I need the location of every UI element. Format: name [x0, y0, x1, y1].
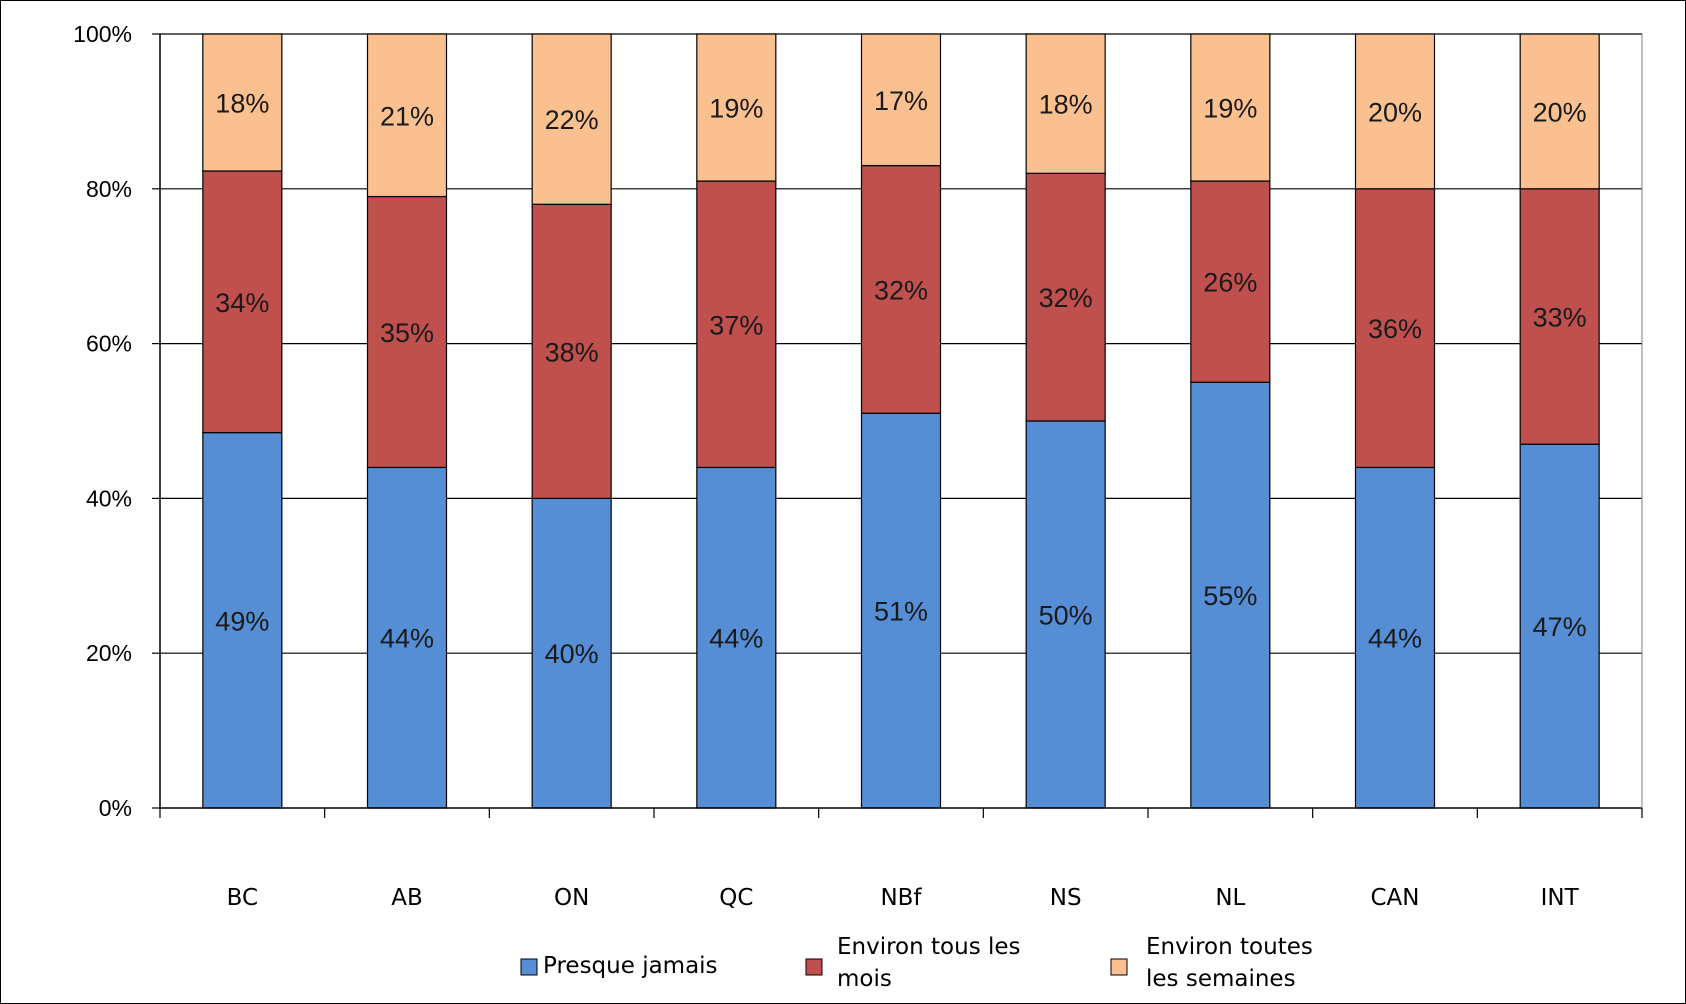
data-labels: 49% 34% 18% 44% 35% 21% 40% 38% 22% 44% 37% 19% 51% 3…	[215, 86, 1586, 669]
bar-segment	[202, 33, 283, 172]
data-label: 18%	[1039, 90, 1093, 120]
bar-segment	[696, 33, 777, 182]
data-label: 40%	[545, 639, 599, 669]
data-label: 20%	[1368, 97, 1422, 127]
bar-segment	[1190, 381, 1271, 809]
bar-segment	[1519, 188, 1600, 445]
legend-swatch	[1110, 958, 1128, 976]
bar-segment	[696, 466, 777, 809]
data-label: 19%	[1203, 94, 1257, 124]
bar-segment	[1354, 33, 1436, 190]
bar-segment	[1025, 33, 1106, 174]
bar-segment	[202, 170, 283, 434]
data-label: 55%	[1203, 581, 1257, 611]
bar-segment	[1190, 180, 1271, 383]
legend: Presque jamais Environ tous les mois Enviro…	[520, 934, 1313, 992]
x-tick-label: BC	[227, 885, 258, 911]
bar-segment	[1354, 188, 1436, 469]
bar-segment	[696, 180, 777, 469]
bar-segment	[1190, 33, 1271, 182]
data-label: 38%	[545, 337, 599, 367]
data-label: 36%	[1368, 314, 1422, 344]
x-tick-label: AB	[391, 885, 423, 911]
bars	[202, 33, 1600, 809]
data-label: 26%	[1203, 268, 1257, 298]
y-tick-label: 40%	[86, 485, 132, 511]
y-tick-label: 80%	[86, 176, 132, 202]
x-tick-label: QC	[719, 885, 753, 911]
bar-segment	[1025, 172, 1106, 422]
y-tick-label: 100%	[73, 21, 132, 47]
bar-segment	[1519, 33, 1600, 190]
data-label: 17%	[874, 86, 928, 116]
bar-segment	[531, 33, 612, 205]
bar-segment	[1025, 420, 1106, 809]
legend-label: Presque jamais	[543, 953, 718, 979]
data-label: 33%	[1533, 303, 1587, 333]
bar-segment	[1354, 466, 1436, 809]
data-label: 50%	[1039, 601, 1093, 631]
data-label: 51%	[874, 597, 928, 627]
data-label: 49%	[215, 606, 269, 636]
data-label: 44%	[709, 624, 763, 654]
bar-segment	[531, 497, 612, 809]
data-label: 19%	[709, 94, 763, 124]
x-tick-label: CAN	[1371, 885, 1420, 911]
data-label: 20%	[1533, 97, 1587, 127]
data-label: 34%	[215, 288, 269, 318]
x-tick-label: NL	[1215, 885, 1245, 911]
y-tick-label: 0%	[99, 795, 132, 821]
data-label: 37%	[709, 310, 763, 340]
x-tick-label: NBf	[880, 885, 922, 911]
bar-segment	[202, 432, 283, 809]
x-tick-label: ON	[554, 885, 589, 911]
legend-label: mois	[837, 966, 892, 992]
bar-segment	[531, 203, 612, 499]
data-label: 47%	[1533, 612, 1587, 642]
data-label: 44%	[380, 624, 434, 654]
x-tick-label: NS	[1050, 885, 1082, 911]
bar-segment	[860, 164, 942, 414]
data-label: 18%	[215, 88, 269, 118]
bar-segment	[860, 412, 942, 809]
y-tick-label: 20%	[86, 640, 132, 666]
data-label: 32%	[1039, 283, 1093, 313]
bar-segment	[366, 33, 448, 198]
y-tick-label: 60%	[86, 331, 132, 357]
legend-swatch	[520, 958, 538, 976]
legend-label: Environ tous les	[837, 934, 1021, 960]
x-tick-label: INT	[1541, 885, 1580, 911]
data-label: 32%	[874, 275, 928, 305]
legend-label: les semaines	[1146, 966, 1296, 992]
data-label: 44%	[1368, 624, 1422, 654]
bar-segment	[1519, 443, 1600, 809]
legend-label: Environ toutes	[1146, 934, 1313, 960]
data-label: 21%	[380, 101, 434, 131]
data-label: 22%	[545, 105, 599, 135]
legend-swatch	[805, 958, 823, 976]
data-label: 35%	[380, 318, 434, 348]
axes: 0% 20% 40% 60% 80% 100% BC AB ON QC NBf NS NL CAN INT	[73, 21, 1643, 911]
bar-segment	[860, 33, 942, 167]
